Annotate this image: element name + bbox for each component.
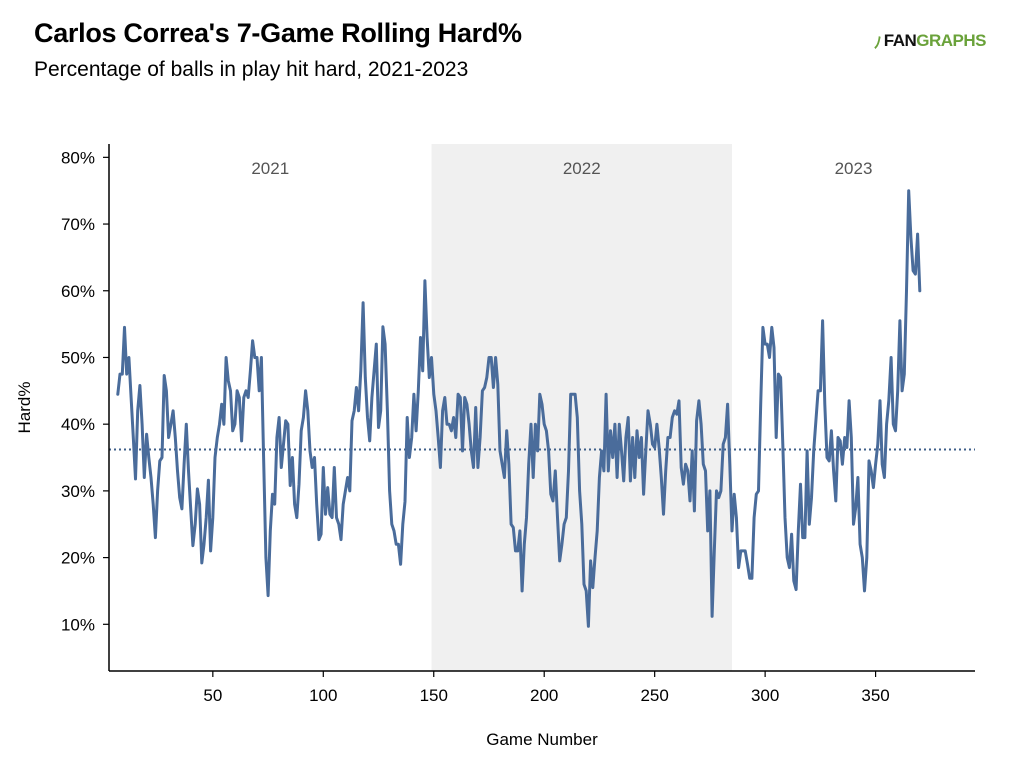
chart-subtitle: Percentage of balls in play hit hard, 20…: [34, 58, 469, 81]
logo-text-graphs: GRAPHS: [916, 31, 986, 50]
x-axis-ticks: 50 100 150 200 250 300 350: [203, 671, 890, 705]
logo-text-fan: FAN: [883, 31, 917, 50]
x-tick-label: 150: [420, 686, 448, 705]
chart-title: Carlos Correa's 7-Game Rolling Hard%: [34, 18, 522, 48]
x-tick-label: 200: [530, 686, 558, 705]
x-tick-label: 50: [203, 686, 222, 705]
season-label-2022: 2022: [563, 159, 601, 178]
y-tick-label: 20%: [61, 549, 95, 568]
y-tick-label: 10%: [61, 615, 95, 634]
y-tick-label: 50%: [61, 348, 95, 367]
y-tick-label: 80%: [61, 148, 95, 167]
season-label-2023: 2023: [835, 159, 873, 178]
season-labels: 2021 2022 2023: [251, 159, 872, 178]
x-tick-label: 300: [751, 686, 779, 705]
y-tick-label: 30%: [61, 482, 95, 501]
y-axis-ticks: 10% 20% 30% 40% 50% 60% 70% 80%: [61, 148, 109, 634]
x-tick-label: 250: [640, 686, 668, 705]
x-tick-label: 100: [309, 686, 337, 705]
axes: [108, 144, 975, 672]
x-axis-title: Game Number: [486, 730, 598, 749]
fangraphs-logo: ﾉ FAN GRAPHS: [873, 30, 987, 52]
fangraphs-mark-icon: ﾉ: [873, 35, 882, 52]
series-line: [116, 189, 922, 628]
season-label-2021: 2021: [251, 159, 289, 178]
y-tick-label: 60%: [61, 282, 95, 301]
y-axis-title: Hard%: [15, 382, 34, 434]
x-tick-label: 350: [861, 686, 889, 705]
y-tick-label: 40%: [61, 415, 95, 434]
y-tick-label: 70%: [61, 215, 95, 234]
